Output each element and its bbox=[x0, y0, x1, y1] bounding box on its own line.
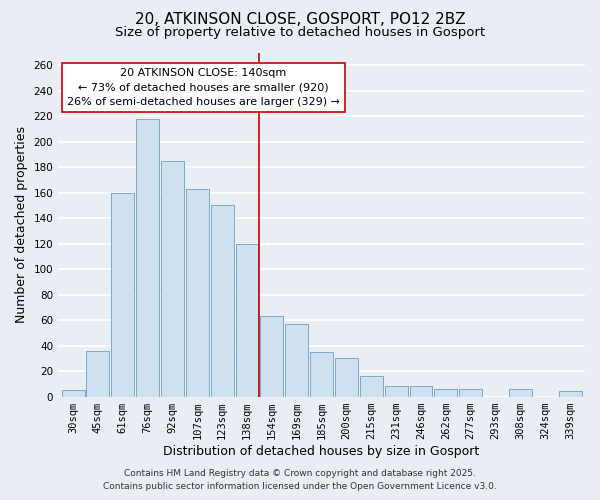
Bar bbox=[136, 119, 159, 396]
Bar bbox=[161, 161, 184, 396]
Text: Size of property relative to detached houses in Gosport: Size of property relative to detached ho… bbox=[115, 26, 485, 39]
Bar bbox=[559, 392, 581, 396]
Bar bbox=[509, 389, 532, 396]
Bar bbox=[286, 324, 308, 396]
Bar bbox=[459, 389, 482, 396]
Text: 20 ATKINSON CLOSE: 140sqm
← 73% of detached houses are smaller (920)
26% of semi: 20 ATKINSON CLOSE: 140sqm ← 73% of detac… bbox=[67, 68, 340, 107]
Bar bbox=[62, 390, 85, 396]
Bar bbox=[112, 192, 134, 396]
Bar bbox=[86, 350, 109, 397]
Bar bbox=[236, 244, 259, 396]
Bar bbox=[410, 386, 433, 396]
Bar bbox=[385, 386, 407, 396]
Bar bbox=[310, 352, 333, 397]
X-axis label: Distribution of detached houses by size in Gosport: Distribution of detached houses by size … bbox=[163, 444, 480, 458]
Bar bbox=[434, 389, 457, 396]
Bar bbox=[186, 189, 209, 396]
Bar bbox=[335, 358, 358, 397]
Text: Contains HM Land Registry data © Crown copyright and database right 2025.
Contai: Contains HM Land Registry data © Crown c… bbox=[103, 470, 497, 491]
Text: 20, ATKINSON CLOSE, GOSPORT, PO12 2BZ: 20, ATKINSON CLOSE, GOSPORT, PO12 2BZ bbox=[134, 12, 466, 28]
Y-axis label: Number of detached properties: Number of detached properties bbox=[15, 126, 28, 323]
Bar bbox=[211, 206, 233, 396]
Bar bbox=[360, 376, 383, 396]
Bar bbox=[260, 316, 283, 396]
